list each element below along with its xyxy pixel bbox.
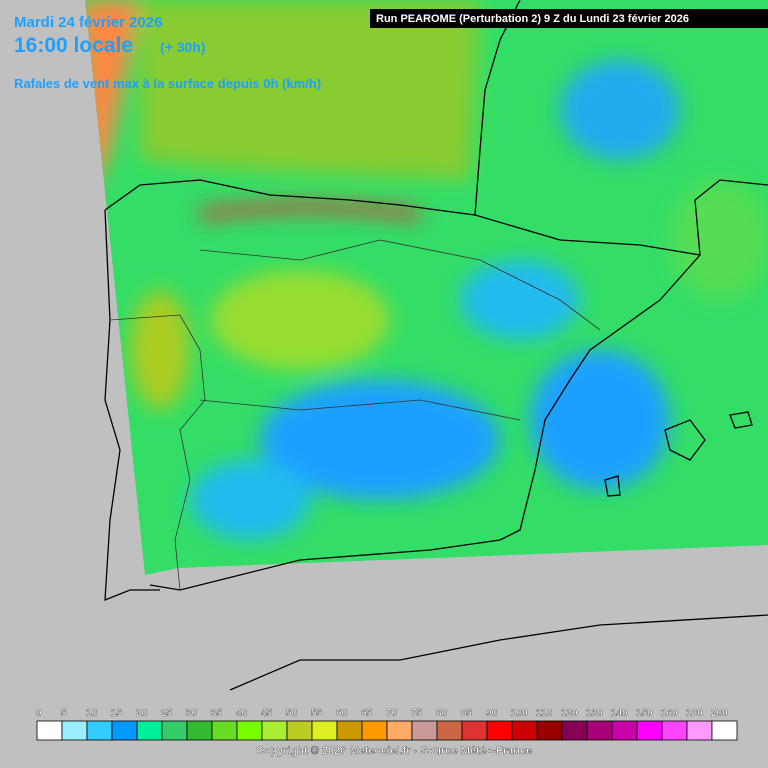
legend-swatch: [386, 720, 413, 741]
legend-label: 150: [636, 708, 653, 719]
legend-label: 45: [261, 708, 273, 719]
coastlines: [104, 0, 768, 691]
copyright: Copyright © 2026 Meteociel.fr - Source M…: [256, 745, 532, 757]
legend-swatch: [636, 720, 663, 741]
legend-swatch: [86, 720, 113, 741]
legend-label: 65: [361, 708, 373, 719]
legend-swatch: [611, 720, 638, 741]
legend-swatch: [111, 720, 138, 741]
legend-swatch: [661, 720, 688, 741]
legend-swatch: [461, 720, 488, 741]
legend-label: 180: [686, 708, 703, 719]
legend-label: 80: [436, 708, 448, 719]
run-info: Run PEAROME (Perturbation 2) 9 Z du Lund…: [376, 13, 689, 25]
legend-swatch: [311, 720, 338, 741]
legend-label: 200: [711, 708, 728, 719]
wind-field: [85, 0, 768, 575]
legend-label: 5: [61, 708, 67, 719]
legend-swatch: [686, 720, 713, 741]
legend-label: 55: [311, 708, 323, 719]
time: 16:00 locale: [14, 34, 133, 57]
legend-swatch: [286, 720, 313, 741]
legend-label: 85: [461, 708, 473, 719]
legend-swatch: [186, 720, 213, 741]
legend-label: 130: [586, 708, 603, 719]
legend-label: 40: [236, 708, 248, 719]
legend-swatch: [236, 720, 263, 741]
legend-label: 70: [386, 708, 398, 719]
legend-swatch: [336, 720, 363, 741]
legend-label: 10: [86, 708, 98, 719]
legend-label: 35: [211, 708, 223, 719]
legend-label: 60: [336, 708, 348, 719]
legend-swatch: [486, 720, 513, 741]
subtitle: Rafales de vent max à la surface depuis …: [14, 76, 321, 91]
legend-label: 20: [136, 708, 148, 719]
legend-swatch: [361, 720, 388, 741]
legend-swatch: [436, 720, 463, 741]
legend-label: 160: [661, 708, 678, 719]
legend-swatch: [261, 720, 288, 741]
legend-swatch: [586, 720, 613, 741]
legend-swatch: [211, 720, 238, 741]
legend-label: 25: [161, 708, 173, 719]
legend-label: 90: [486, 708, 498, 719]
legend-label: 0: [36, 708, 42, 719]
legend-label: 140: [611, 708, 628, 719]
legend-swatch: [561, 720, 588, 741]
legend-label: 100: [511, 708, 528, 719]
legend: 0 5 10 15 20 25 30 35 40 45 50 55 60 65 70 75 80 85 90 100 1…: [36, 708, 738, 741]
legend-label: 120: [561, 708, 578, 719]
legend-swatch: [61, 720, 88, 741]
legend-label: 30: [186, 708, 198, 719]
legend-label: 50: [286, 708, 298, 719]
offset: (+ 30h): [160, 39, 206, 55]
legend-label: 110: [536, 708, 553, 719]
legend-swatch: [536, 720, 563, 741]
borders: [109, 239, 601, 591]
legend-swatch: [711, 720, 738, 741]
legend-label: 15: [111, 708, 123, 719]
legend-swatch: [411, 720, 438, 741]
legend-label: 75: [411, 708, 423, 719]
legend-swatch: [136, 720, 163, 741]
legend-swatch: [161, 720, 188, 741]
legend-swatch: [36, 720, 63, 741]
legend-swatch: [511, 720, 538, 741]
date: Mardi 24 février 2026: [14, 14, 162, 31]
run-banner: [370, 9, 768, 28]
